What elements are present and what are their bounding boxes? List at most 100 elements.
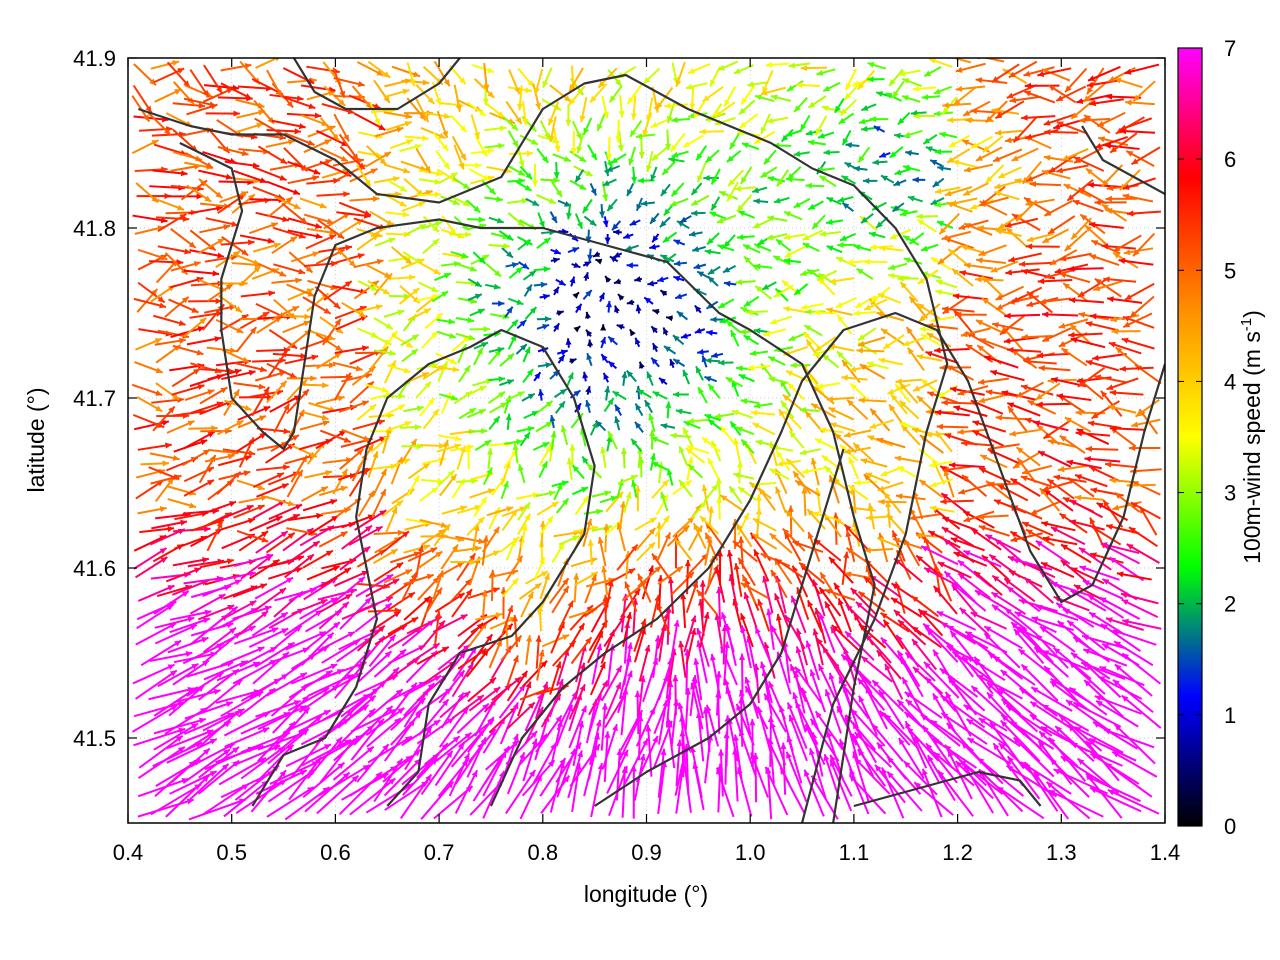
wind-arrow <box>171 384 205 396</box>
wind-arrows <box>131 58 1162 821</box>
x-axis-label: longitude (°) <box>584 881 708 907</box>
wind-arrow <box>323 280 353 301</box>
wind-arrow <box>237 687 276 718</box>
wind-arrow <box>365 383 389 393</box>
wind-arrow <box>286 283 315 298</box>
wind-arrow <box>318 244 353 253</box>
wind-arrow <box>371 488 387 518</box>
wind-arrow <box>133 297 167 309</box>
wind-arrow <box>285 630 327 651</box>
wind-arrow <box>238 495 268 504</box>
wind-arrow <box>153 590 190 615</box>
wind-arrow <box>274 195 301 210</box>
wind-arrow <box>135 182 159 204</box>
colorbar-tick-label: 1 <box>1224 703 1236 728</box>
wind-arrow <box>299 197 327 209</box>
wind-arrow <box>173 439 208 453</box>
wind-arrow <box>249 222 279 235</box>
wind-arrow <box>137 442 172 451</box>
wind-arrow <box>357 650 393 683</box>
wind-arrow <box>220 646 265 667</box>
wind-arrow <box>199 224 231 234</box>
wind-arrow <box>149 651 193 663</box>
wind-arrow <box>301 159 333 172</box>
wind-arrow <box>202 579 242 598</box>
wind-arrow <box>288 540 321 564</box>
y-tick-label: 41.6 <box>73 556 116 581</box>
wind-arrow <box>132 663 176 685</box>
y-tick-label: 41.9 <box>73 46 116 71</box>
wind-arrow <box>318 593 353 614</box>
wind-arrow <box>357 280 379 292</box>
x-tick-label: 0.5 <box>216 840 247 865</box>
wind-arrow <box>316 774 360 815</box>
wind-arrow <box>374 126 404 138</box>
wind-arrow <box>215 625 256 648</box>
wind-arrow <box>219 313 249 332</box>
wind-arrow <box>137 798 194 818</box>
wind-arrow <box>153 314 186 327</box>
wind-arrow <box>334 245 357 268</box>
wind-arrow <box>316 351 343 370</box>
wind-arrow <box>290 251 320 263</box>
wind-arrow <box>170 227 197 249</box>
wind-arrow <box>151 519 188 530</box>
wind-arrow <box>205 110 240 117</box>
wind-arrow <box>353 705 394 746</box>
wind-arrow <box>372 548 399 565</box>
wind-arrow <box>154 616 195 629</box>
wind-arrow <box>353 280 380 300</box>
wind-arrow <box>224 726 270 748</box>
wind-arrow <box>318 601 350 630</box>
wind-arrow <box>148 466 180 481</box>
wind-arrow <box>269 555 305 568</box>
wind-arrow <box>255 769 308 795</box>
wind-arrow <box>254 641 296 668</box>
wind-arrow <box>302 296 332 315</box>
wind-arrow <box>137 584 175 602</box>
wind-arrow <box>172 659 210 686</box>
wind-arrow <box>232 605 272 620</box>
wind-arrow <box>373 529 405 536</box>
wind-arrow <box>319 316 344 335</box>
wind-arrow <box>339 545 371 571</box>
wind-arrow <box>169 617 211 634</box>
wind-arrow <box>266 362 298 379</box>
wind-arrow <box>157 662 199 688</box>
wind-arrow <box>374 237 396 247</box>
wind-arrow <box>248 627 289 648</box>
wind-arrow <box>156 198 185 211</box>
wind-arrow <box>139 525 175 534</box>
wind-arrow <box>249 515 283 532</box>
wind-arrow <box>165 567 202 583</box>
wind-arrow <box>206 283 234 303</box>
wind-arrow <box>221 517 256 531</box>
wind-arrow <box>134 669 178 700</box>
wind-arrow <box>273 227 306 239</box>
wind-arrow <box>197 237 225 254</box>
wind-arrow <box>255 211 290 223</box>
wind-arrow <box>366 717 402 748</box>
wind-arrow <box>131 383 163 396</box>
wind-arrow <box>168 298 199 314</box>
wind-arrow <box>303 138 332 154</box>
wind-arrow <box>255 530 289 554</box>
wind-arrow <box>266 380 288 404</box>
wind-arrow <box>155 382 180 401</box>
wind-arrow <box>255 699 301 718</box>
wind-arrow <box>356 61 384 77</box>
wind-arrow <box>221 235 249 257</box>
wind-arrow <box>255 58 280 69</box>
wind-arrow <box>238 530 269 552</box>
wind-arrow <box>138 734 184 769</box>
wind-arrow <box>218 470 251 481</box>
wind-arrow <box>131 139 160 155</box>
wind-arrow <box>257 262 287 277</box>
wind-arrow <box>198 178 223 199</box>
wind-arrow <box>286 469 304 498</box>
wind-arrow <box>157 213 187 232</box>
wind-arrow <box>199 386 228 405</box>
wind-arrow <box>332 745 375 781</box>
wind-arrow <box>284 354 319 365</box>
wind-arrow <box>373 317 394 330</box>
